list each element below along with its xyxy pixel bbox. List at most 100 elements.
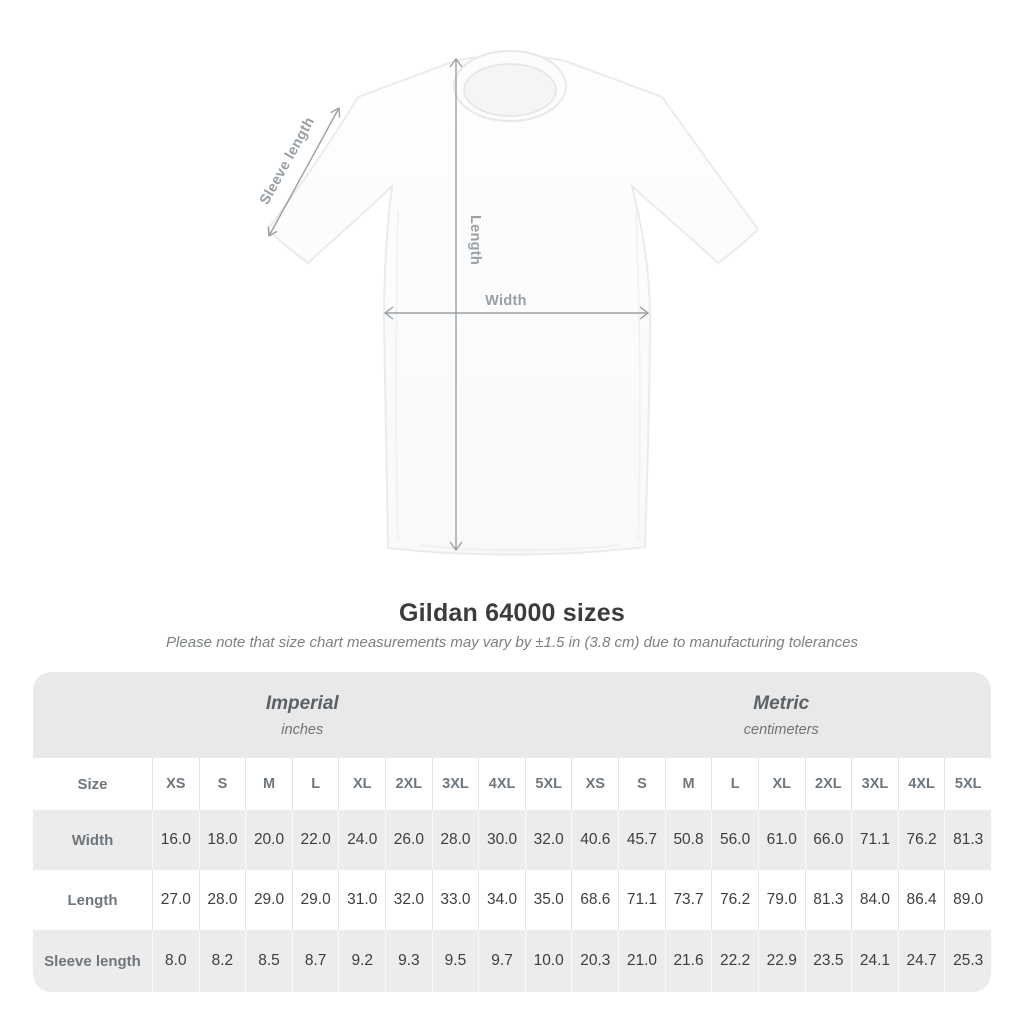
size-table: Imperial inches Metric centimeters Size …: [33, 672, 991, 992]
metric-header: Metric centimeters: [572, 672, 992, 758]
value-cell: 30.0: [478, 810, 525, 870]
value-cell: 24.7: [897, 930, 945, 992]
size-header: M: [245, 758, 292, 810]
value-cell: 73.7: [664, 870, 712, 930]
value-cell: 28.0: [431, 810, 479, 870]
value-cell: 25.3: [944, 930, 991, 992]
value-cell: 22.2: [711, 930, 758, 992]
imperial-sublabel: inches: [281, 721, 324, 738]
fold-line: [395, 209, 399, 541]
value-cell: 61.0: [757, 810, 805, 870]
size-header: S: [198, 758, 246, 810]
size-header: XL: [757, 758, 805, 810]
size-header: 3XL: [851, 758, 898, 810]
value-cell: 81.3: [944, 810, 991, 870]
value-cell: 8.0: [152, 930, 199, 992]
hem-line: [419, 544, 621, 552]
sleeve-length-line: [268, 107, 340, 237]
length-annotation: Length: [449, 57, 483, 552]
value-cell: 86.4: [897, 870, 945, 930]
tshirt-diagram: Sleeve length Length Width: [257, 50, 760, 556]
size-header: M: [664, 758, 712, 810]
value-cell: 10.0: [524, 930, 572, 992]
value-cell: 34.0: [478, 870, 525, 930]
value-cell: 8.7: [291, 930, 339, 992]
value-cell: 56.0: [711, 810, 758, 870]
width-row: Width 16.0 18.0 20.0 22.0 24.0 26.0 28.0…: [33, 810, 991, 870]
size-header: XL: [338, 758, 385, 810]
unit-header-row: Imperial inches Metric centimeters: [33, 672, 991, 758]
size-header: S: [618, 758, 665, 810]
value-cell: 40.6: [571, 810, 618, 870]
tshirt-graphic: [266, 50, 760, 556]
value-cell: 20.3: [571, 930, 618, 992]
size-header: 5XL: [944, 758, 991, 810]
value-cell: 28.0: [198, 870, 246, 930]
arrowhead: [639, 306, 650, 320]
width-label: Width: [485, 293, 527, 309]
size-header-row: Size XS S M L XL 2XL 3XL 4XL 5XL XS S M …: [33, 758, 991, 810]
row-label: Sleeve length: [44, 952, 141, 970]
metric-sublabel: centimeters: [743, 721, 819, 738]
value-cell: 29.0: [245, 870, 292, 930]
size-header: 5XL: [524, 758, 572, 810]
value-cell: 8.2: [198, 930, 246, 992]
value-cell: 50.8: [664, 810, 712, 870]
value-cell: 9.2: [338, 930, 385, 992]
value-cell: 9.3: [385, 930, 432, 992]
value-cell: 71.1: [618, 870, 665, 930]
size-header: 4XL: [478, 758, 525, 810]
length-row: Length 27.0 28.0 29.0 29.0 31.0 32.0 33.…: [33, 870, 991, 930]
size-column-header: Size: [77, 775, 108, 793]
value-cell: 9.5: [431, 930, 479, 992]
value-cell: 32.0: [385, 870, 432, 930]
value-cell: 21.6: [664, 930, 712, 992]
value-cell: 8.5: [245, 930, 292, 992]
size-header: 4XL: [897, 758, 945, 810]
imperial-label: Imperial: [265, 692, 339, 714]
size-header: XS: [152, 758, 199, 810]
size-header: 2XL: [804, 758, 852, 810]
sleeve-length-row: Sleeve length 8.0 8.2 8.5 8.7 9.2 9.3 9.…: [33, 930, 991, 992]
value-cell: 18.0: [198, 810, 246, 870]
row-label: Width: [71, 831, 114, 849]
value-cell: 23.5: [804, 930, 852, 992]
value-cell: 24.1: [851, 930, 898, 992]
value-cell: 68.6: [571, 870, 618, 930]
value-cell: 16.0: [152, 810, 199, 870]
value-cell: 76.2: [897, 810, 945, 870]
value-cell: 27.0: [152, 870, 199, 930]
value-cell: 21.0: [618, 930, 665, 992]
value-cell: 24.0: [338, 810, 385, 870]
value-cell: 26.0: [385, 810, 432, 870]
value-cell: 76.2: [711, 870, 758, 930]
value-cell: 81.3: [804, 870, 852, 930]
arrowhead: [449, 57, 463, 68]
value-cell: 31.0: [338, 870, 385, 930]
arrowhead: [267, 226, 278, 238]
value-cell: 66.0: [804, 810, 852, 870]
value-cell: 22.0: [291, 810, 339, 870]
page-title: Gildan 64000 sizes: [399, 599, 625, 627]
value-cell: 79.0: [757, 870, 805, 930]
arrowhead: [330, 106, 341, 118]
value-cell: 89.0: [944, 870, 991, 930]
value-cell: 84.0: [851, 870, 898, 930]
metric-label: Metric: [753, 692, 810, 714]
row-label: Length: [67, 891, 118, 909]
size-header: L: [711, 758, 758, 810]
arrowhead: [449, 541, 463, 552]
value-cell: 71.1: [851, 810, 898, 870]
fold-line: [635, 209, 641, 541]
value-cell: 32.0: [524, 810, 572, 870]
tshirt-neck-opening: [463, 63, 557, 117]
length-label: Length: [467, 215, 483, 265]
imperial-header: Imperial inches: [33, 672, 572, 758]
size-header: 2XL: [385, 758, 432, 810]
tshirt-body: [266, 55, 760, 556]
size-header: 3XL: [431, 758, 479, 810]
value-cell: 20.0: [245, 810, 292, 870]
value-cell: 29.0: [291, 870, 339, 930]
size-header: L: [291, 758, 339, 810]
